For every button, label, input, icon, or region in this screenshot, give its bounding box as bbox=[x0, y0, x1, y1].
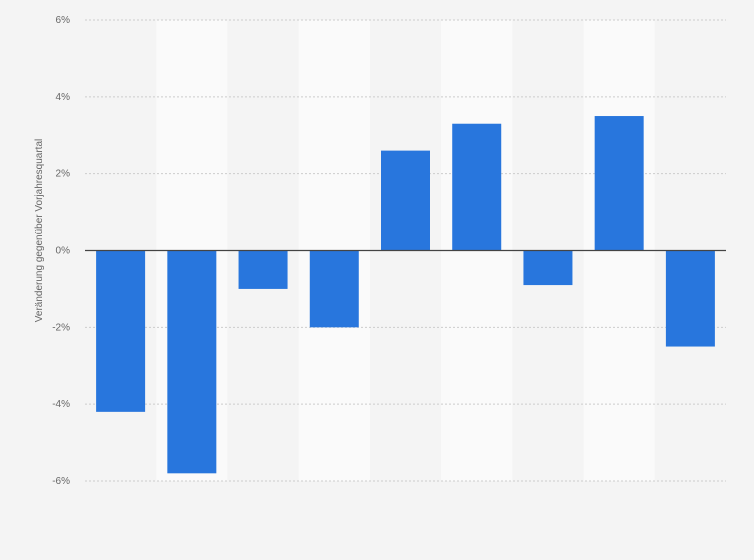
bar bbox=[523, 250, 573, 286]
bar bbox=[594, 116, 644, 251]
y-axis-label: Veränderung gegenüber Vorjahresquartal bbox=[34, 139, 45, 322]
bar bbox=[309, 250, 359, 328]
bar bbox=[452, 123, 502, 251]
bars bbox=[96, 116, 715, 474]
bar bbox=[167, 250, 217, 474]
bar bbox=[381, 150, 430, 251]
y-tick-label: -2% bbox=[52, 322, 70, 333]
y-tick-label: 6% bbox=[56, 15, 71, 26]
bar bbox=[96, 250, 146, 412]
y-tick-label: -6% bbox=[52, 476, 70, 487]
y-tick-label: 2% bbox=[56, 169, 71, 180]
y-tick-label: 0% bbox=[56, 246, 71, 257]
y-tick-label: -4% bbox=[52, 399, 70, 410]
bar bbox=[665, 250, 715, 347]
bar bbox=[238, 250, 288, 289]
y-tick-label: 4% bbox=[56, 92, 71, 103]
y-axis-ticks: 6% 4% 2% 0% -2% -4% -6% bbox=[52, 15, 70, 487]
